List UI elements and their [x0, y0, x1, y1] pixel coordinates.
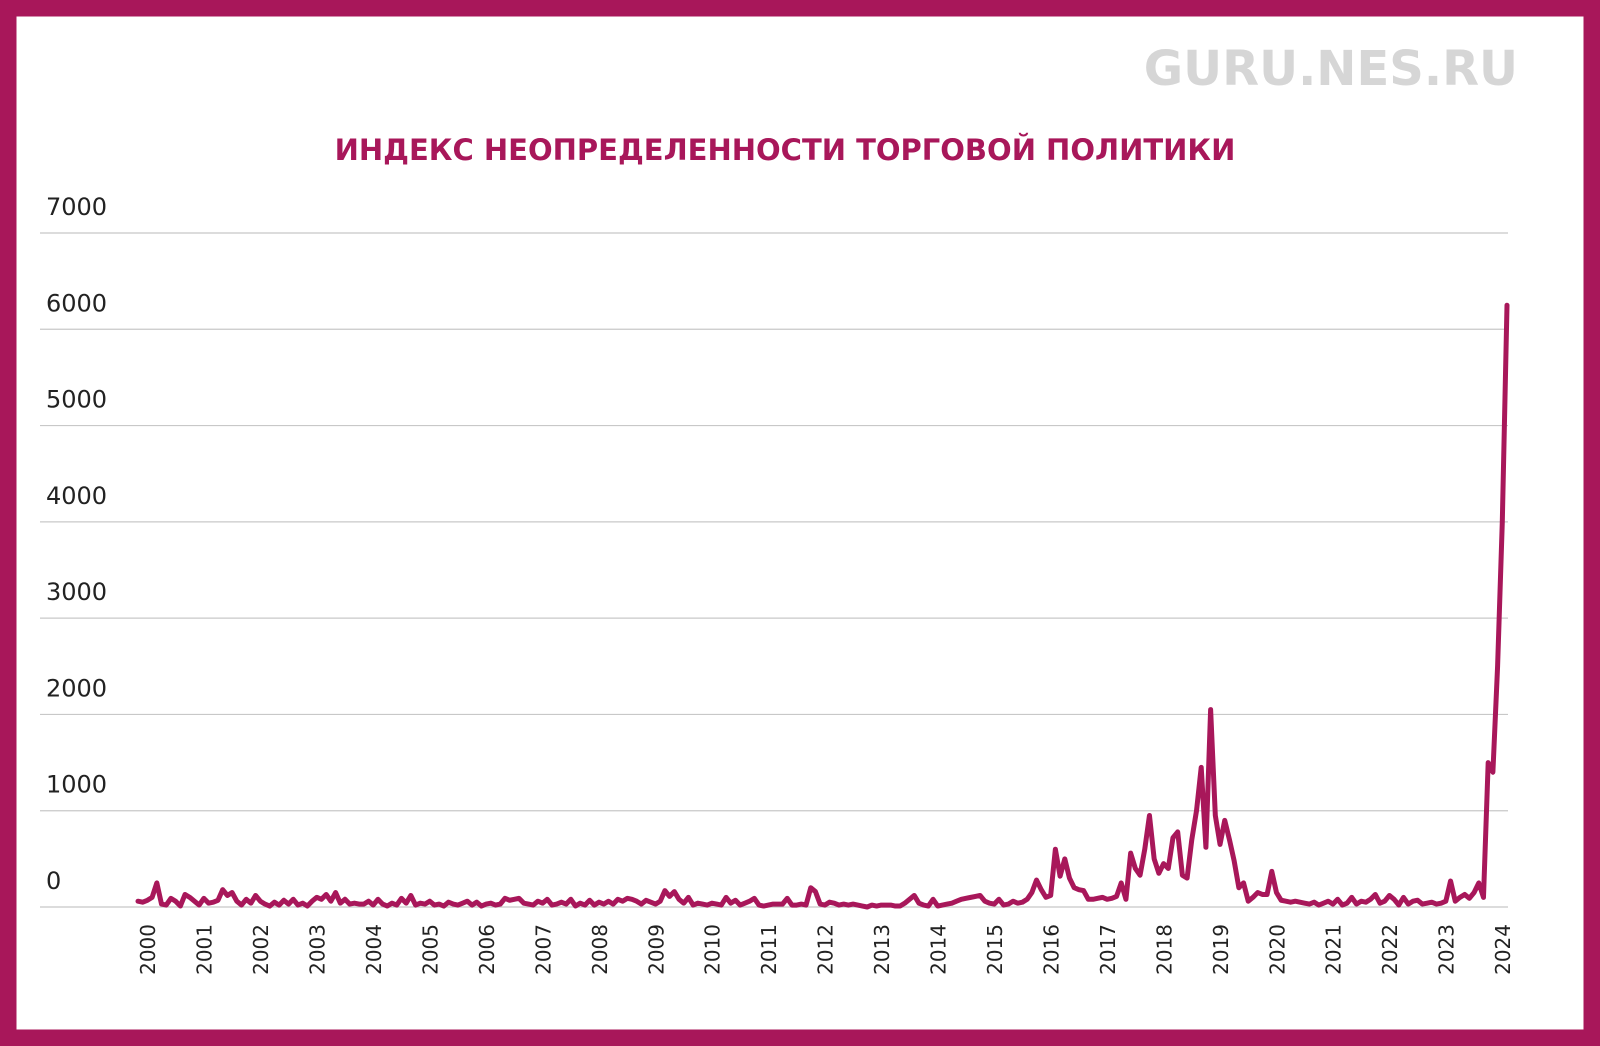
x-tick-label: 2018: [1152, 924, 1176, 975]
x-tick-label: 2003: [306, 924, 330, 975]
x-tick-label: 2011: [757, 924, 781, 975]
x-tick-label: 2000: [136, 924, 160, 975]
x-tick-label: 2005: [418, 924, 442, 975]
y-tick-label: 6000: [46, 289, 107, 317]
x-tick-label: 2023: [1435, 924, 1459, 975]
x-tick-label: 2013: [870, 924, 894, 975]
x-tick-label: 2002: [249, 924, 273, 975]
y-tick-label: 4000: [46, 482, 107, 510]
x-tick-label: 2006: [475, 924, 499, 975]
x-tick-label: 2014: [927, 924, 951, 975]
x-tick-label: 2017: [1096, 924, 1120, 975]
chart-title: ИНДЕКС НЕОПРЕДЕЛЕННОСТИ ТОРГОВОЙ ПОЛИТИК…: [335, 133, 1236, 167]
x-tick-label: 2012: [814, 924, 838, 975]
x-tick-label: 2004: [362, 924, 386, 975]
x-tick-label: 2022: [1378, 924, 1402, 975]
x-tick-label: 2024: [1491, 924, 1515, 975]
y-tick-label: 1000: [46, 771, 107, 799]
y-tick-label: 3000: [46, 578, 107, 606]
watermark: GURU.NES.RU: [1144, 41, 1518, 97]
y-tick-label: 7000: [46, 193, 107, 221]
x-tick-label: 2009: [644, 924, 668, 975]
x-tick-label: 2008: [588, 924, 612, 975]
x-tick-label: 2010: [701, 924, 725, 975]
data-line: [135, 302, 1510, 910]
x-tick-label: 2019: [1209, 924, 1233, 975]
x-tick-label: 2001: [193, 924, 217, 975]
x-tick-label: 2016: [1039, 924, 1063, 975]
x-tick-label: 2021: [1322, 924, 1346, 975]
x-tick-label: 2015: [983, 924, 1007, 975]
y-tick-label: 2000: [46, 674, 107, 702]
y-tick-label: 0: [46, 867, 61, 895]
y-tick-label: 5000: [46, 386, 107, 414]
x-tick-label: 2020: [1265, 924, 1289, 975]
x-tick-label: 2007: [531, 924, 555, 975]
